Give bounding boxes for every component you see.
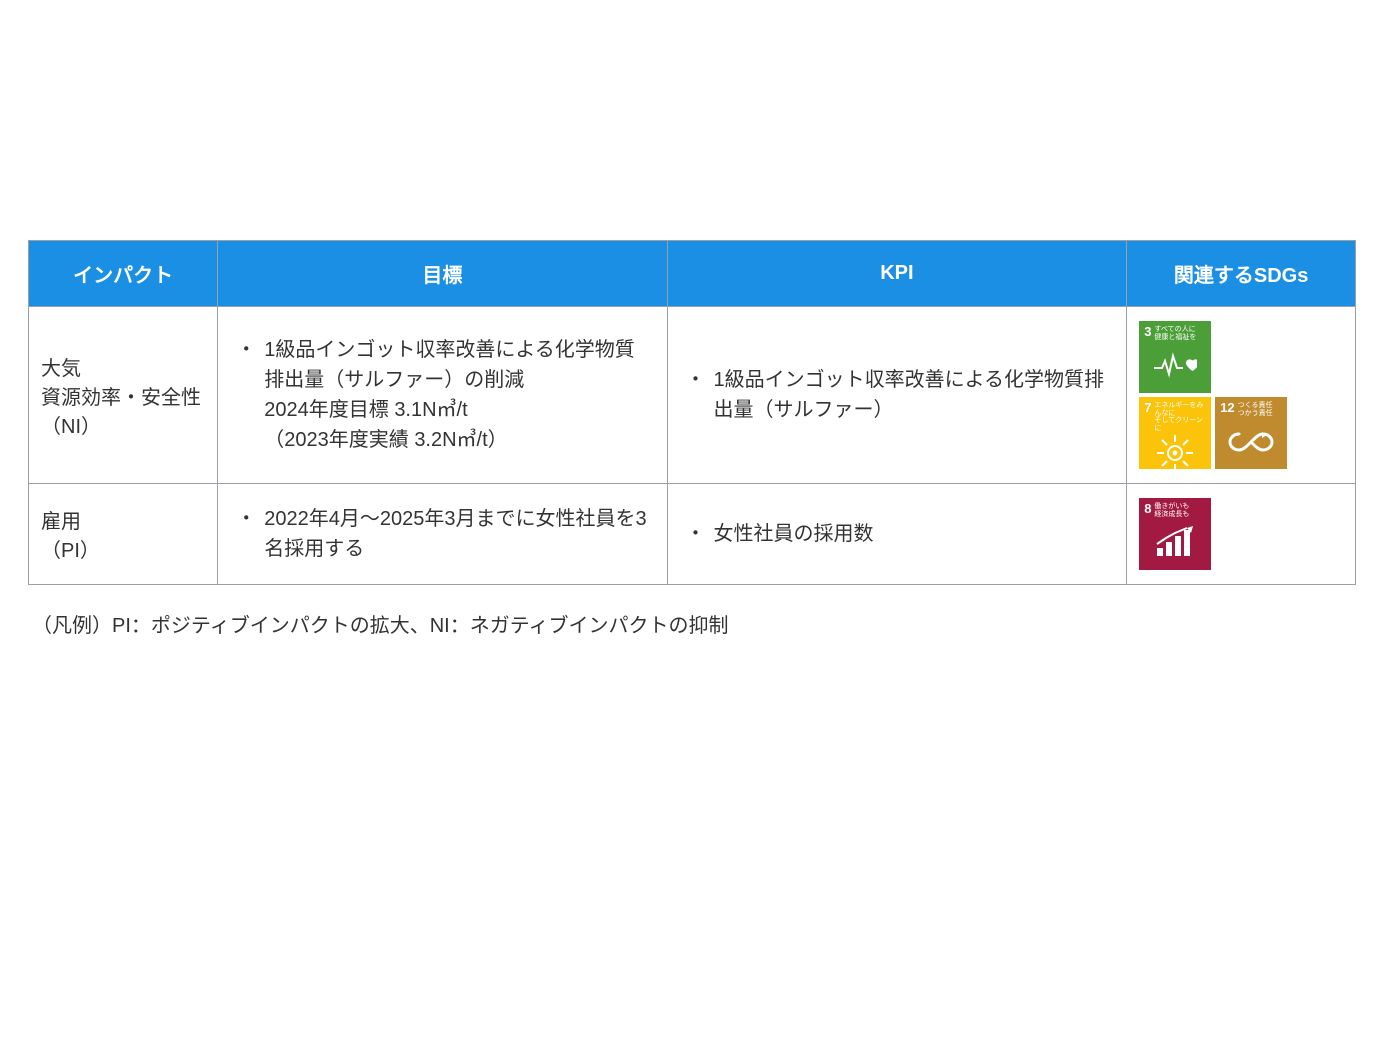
- impact-line: （PI）: [41, 534, 205, 563]
- kpi-cell: 女性社員の採用数: [667, 484, 1127, 585]
- target-subline: （2023年度実績 3.2N㎥/t）: [230, 425, 654, 455]
- legend-text: （凡例）PI：ポジティブインパクトの拡大、NI：ネガティブインパクトの抑制: [28, 609, 1356, 638]
- target-bullet: 1級品インゴット収率改善による化学物質排出量（サルファー）の削減: [230, 335, 654, 395]
- header-kpi: KPI: [667, 241, 1127, 307]
- sdgs-cell: 8 働きがいも経済成長も: [1127, 484, 1356, 585]
- impact-line: 資源効率・安全性: [41, 381, 205, 410]
- table-row: 雇用 （PI） 2022年4月～2025年3月までに女性社員を3名採用する 女性…: [29, 484, 1356, 585]
- kpi-cell: 1級品インゴット収率改善による化学物質排出量（サルファー）: [667, 307, 1127, 484]
- target-cell: 1級品インゴット収率改善による化学物質排出量（サルファー）の削減 2024年度目…: [218, 307, 667, 484]
- sun-icon: [1144, 433, 1206, 473]
- kpi-bullet: 女性社員の採用数: [680, 519, 1115, 549]
- impact-cell: 大気 資源効率・安全性 （NI）: [29, 307, 218, 484]
- sdg-number: 3: [1144, 325, 1151, 338]
- impact-cell: 雇用 （PI）: [29, 484, 218, 585]
- sdgs-cell: 3 すべての人に健康と福祉を: [1127, 307, 1356, 484]
- kpi-bullet: 1級品インゴット収率改善による化学物質排出量（サルファー）: [680, 365, 1115, 425]
- sdg-tile-3: 3 すべての人に健康と福祉を: [1139, 321, 1211, 393]
- sdg-tile-7: 7 エネルギーをみんなにそしてクリーンに: [1139, 397, 1211, 469]
- header-row: インパクト 目標 KPI 関連するSDGs: [29, 241, 1356, 307]
- header-sdgs: 関連するSDGs: [1127, 241, 1356, 307]
- infinity-icon: [1220, 417, 1282, 466]
- sdg-number: 7: [1144, 401, 1151, 414]
- target-bullet: 2022年4月～2025年3月までに女性社員を3名採用する: [230, 504, 654, 564]
- impact-line: 雇用: [41, 505, 205, 534]
- sdg-label: すべての人に健康と福祉を: [1154, 326, 1196, 341]
- header-impact: インパクト: [29, 241, 218, 307]
- sdg-number: 8: [1144, 502, 1151, 515]
- health-icon: [1144, 341, 1206, 390]
- target-subline: 2024年度目標 3.1N㎥/t: [230, 395, 654, 425]
- sdg-label: つくる責任つかう責任: [1238, 402, 1273, 417]
- sdg-number: 12: [1220, 401, 1234, 414]
- growth-icon: [1144, 518, 1206, 567]
- header-target: 目標: [218, 241, 667, 307]
- sdg-tile-8: 8 働きがいも経済成長も: [1139, 498, 1211, 570]
- impact-table: インパクト 目標 KPI 関連するSDGs 大気 資源効率・安全性 （NI） 1…: [28, 240, 1356, 585]
- sdg-label: エネルギーをみんなにそしてクリーンに: [1154, 402, 1206, 433]
- sdg-tile-12: 12 つくる責任つかう責任: [1215, 397, 1287, 469]
- sdg-label: 働きがいも経済成長も: [1154, 503, 1189, 518]
- impact-line: （NI）: [41, 410, 205, 439]
- target-cell: 2022年4月～2025年3月までに女性社員を3名採用する: [218, 484, 667, 585]
- impact-line: 大気: [41, 352, 205, 381]
- table-row: 大気 資源効率・安全性 （NI） 1級品インゴット収率改善による化学物質排出量（…: [29, 307, 1356, 484]
